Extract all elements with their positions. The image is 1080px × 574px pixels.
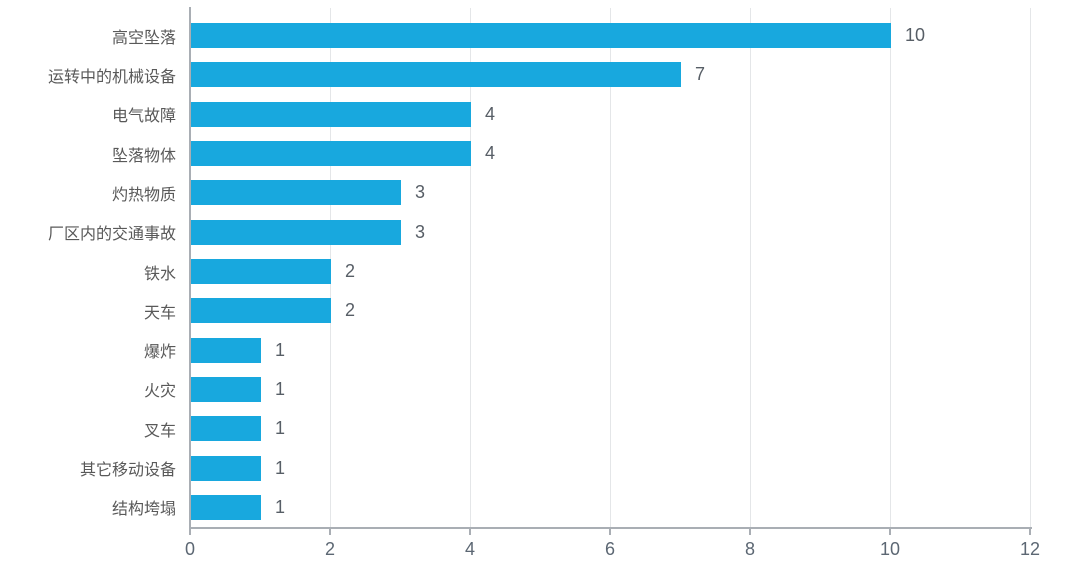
bar-row: 2 [191,291,1051,330]
bar-row: 4 [191,95,1051,134]
bar-value-label: 7 [695,64,706,85]
x-axis-tick-label-6: 6 [604,539,616,559]
bar-row: 1 [191,488,1051,527]
bar-value-label: 3 [415,182,426,203]
bar-value-label: 4 [485,143,496,164]
gridline-x-6 [610,8,611,527]
category-label: 坠落物体 [111,147,176,165]
gridline-x-10 [890,8,891,527]
category-label: 电气故障 [111,108,176,126]
bar-row: 3 [191,173,1051,212]
category-label: 爆炸 [143,344,176,362]
bar [191,62,681,88]
gridline-x-8 [750,8,751,527]
bar-row: 4 [191,134,1051,173]
bar [191,494,261,520]
bar [191,337,261,363]
bar [191,259,331,285]
bar [191,416,261,442]
bar-rows: 10 7 4 4 3 3 2 2 1 1 1 1 1 [191,16,1051,527]
category-label: 厂区内的交通事故 [47,226,176,244]
bar-row: 1 [191,370,1051,409]
category-label: 火灾 [143,383,176,401]
bar-row: 2 [191,252,1051,291]
x-axis-tick-8 [749,529,751,535]
bar [191,298,331,324]
bar-row: 10 [191,16,1051,55]
bar-value-label: 1 [275,418,286,439]
x-axis-tick-0 [189,529,191,535]
bar-value-label: 1 [275,457,286,478]
x-axis-line [189,527,1032,529]
category-label: 结构垮塌 [111,501,176,519]
bar-value-label: 3 [415,221,426,242]
bar-value-label: 4 [485,103,496,124]
bar [191,101,471,127]
category-label: 灼热物质 [111,186,176,204]
category-label: 其它移动设备 [79,462,176,480]
bar-value-label: 10 [905,25,926,46]
bar [191,219,401,245]
bar-value-label: 2 [345,300,356,321]
bar-row: 7 [191,55,1051,94]
category-label: 叉车 [143,422,176,440]
gridline-x-12 [1030,8,1031,527]
x-axis-tick-6 [609,529,611,535]
x-axis-tick-label-0: 0 [184,539,196,559]
y-axis-line [189,7,191,529]
x-axis-tick-label-4: 4 [464,539,476,559]
category-label: 运转中的机械设备 [47,68,176,86]
bar [191,180,401,206]
bar [191,141,471,167]
x-axis-tick-label-12: 12 [1019,539,1041,559]
bar-row: 3 [191,213,1051,252]
category-label: 天车 [143,304,176,322]
x-axis-tick-10 [889,529,891,535]
bar-value-label: 1 [275,378,286,399]
x-axis-tick-12 [1029,529,1031,535]
bar-row: 1 [191,331,1051,370]
bar [191,376,261,402]
x-axis-tick-2 [329,529,331,535]
gridline-x-4 [470,8,471,527]
bar-value-label: 1 [275,339,286,360]
category-labels: 高空坠落运转中的机械设备电气故障坠落物体灼热物质厂区内的交通事故铁水天车爆炸火灾… [0,16,176,527]
x-axis-tick-label-2: 2 [324,539,336,559]
x-axis-tick-label-8: 8 [744,539,756,559]
x-axis-tick-label-10: 10 [879,539,901,559]
bar-value-label: 1 [275,496,286,517]
bar [191,455,261,481]
category-label: 高空坠落 [111,29,176,47]
category-label: 铁水 [143,265,176,283]
bar-value-label: 2 [345,261,356,282]
bar-row: 1 [191,448,1051,487]
bar-row: 1 [191,409,1051,448]
bar [191,23,891,49]
x-axis-tick-4 [469,529,471,535]
